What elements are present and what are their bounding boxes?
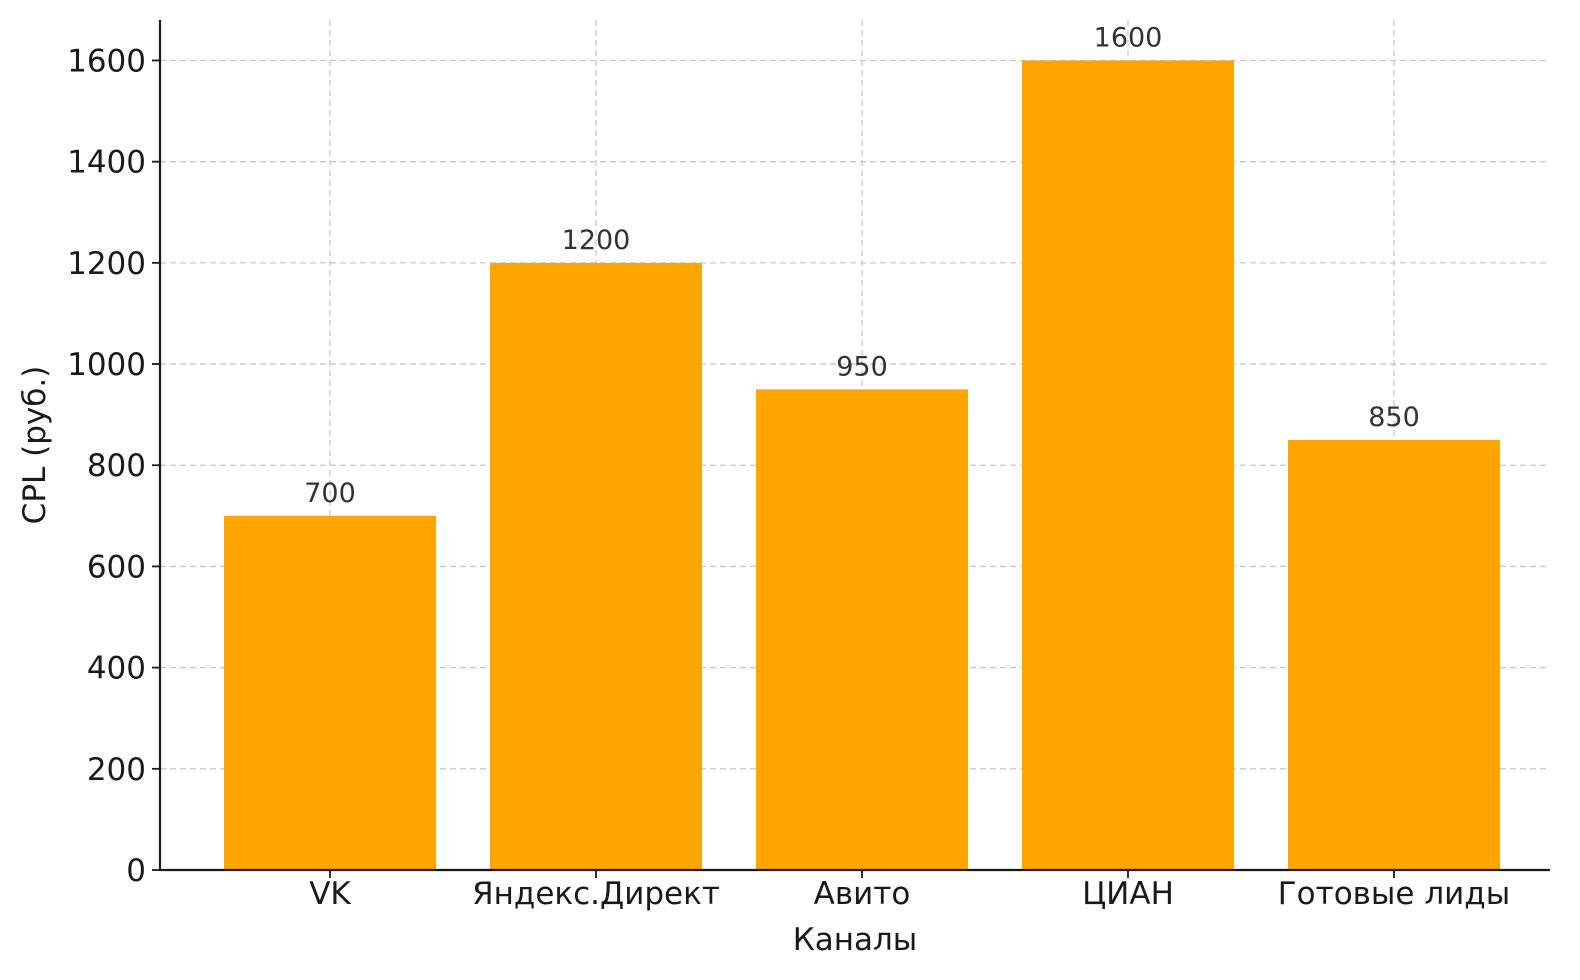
y-tick-label: 1000 (67, 347, 146, 383)
y-axis-ticks: 0 200 400 600 800 1000 1200 1400 1600 (67, 43, 160, 889)
y-tick-label: 800 (87, 448, 146, 484)
data-label: 850 (1368, 402, 1420, 433)
bar (490, 262, 702, 870)
y-tick-label: 1200 (67, 246, 146, 282)
bar (224, 515, 436, 870)
y-tick-label: 0 (126, 853, 146, 889)
data-label: 700 (304, 478, 356, 509)
y-tick-label: 200 (87, 752, 146, 788)
bar (1022, 60, 1234, 870)
x-tick-label: ЦИАН (1082, 876, 1174, 912)
x-tick-label: Авито (814, 876, 911, 912)
data-label: 1200 (562, 225, 631, 256)
y-tick-label: 1600 (67, 43, 146, 79)
x-tick-label: VK (309, 876, 351, 912)
data-label: 1600 (1094, 22, 1163, 53)
x-axis-ticks: VK Яндекс.Директ Авито ЦИАН Готовые лиды (309, 870, 1510, 912)
x-tick-label: Готовые лиды (1278, 876, 1510, 912)
bars (224, 60, 1500, 870)
y-tick-label: 400 (87, 651, 146, 687)
y-tick-label: 1400 (67, 145, 146, 181)
bar (1288, 439, 1500, 870)
data-labels: 700 1200 950 1600 850 (304, 22, 1420, 508)
y-tick-label: 600 (87, 549, 146, 585)
bar (756, 389, 968, 870)
data-label: 950 (836, 351, 888, 382)
y-axis-label: CPL (руб.) (17, 366, 53, 525)
x-tick-label: Яндекс.Директ (472, 876, 720, 912)
x-axis-label: Каналы (793, 922, 918, 958)
